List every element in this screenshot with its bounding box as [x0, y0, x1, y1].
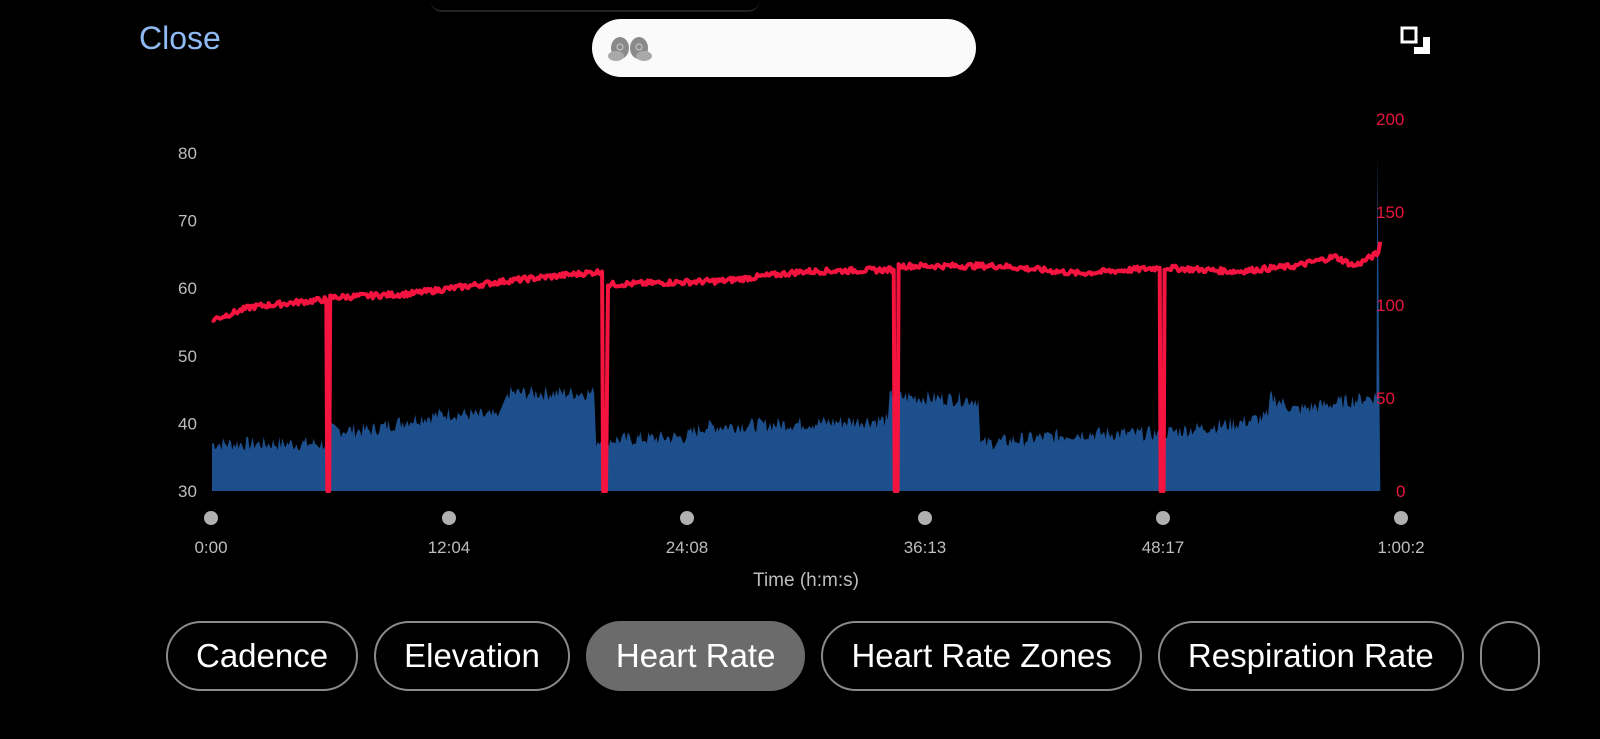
x-axis-tick: 48:17	[1142, 538, 1185, 557]
x-axis-scrub-dot	[204, 511, 218, 525]
heart-rate-chart: 30 40 50 60 70 80 0 50 100 150 200 0:00 12:04 24:08 36…	[178, 110, 1425, 591]
x-axis-label: Time (h:m:s)	[753, 570, 859, 591]
x-axis-tick: 36:13	[904, 538, 947, 557]
x-axis-scrub-dot	[680, 511, 694, 525]
left-axis-tick: 40	[178, 414, 197, 433]
left-axis-tick: 70	[178, 212, 197, 231]
tab-cadence[interactable]: Cadence	[166, 621, 359, 691]
close-button[interactable]: Close	[139, 20, 221, 56]
right-axis-tick: 150	[1376, 203, 1404, 222]
right-axis-tick: 50	[1376, 389, 1395, 408]
left-axis-tick: 80	[178, 144, 197, 163]
metric-tabs: Cadence Elevation Heart Rate Heart Rate Zon…	[166, 621, 1540, 691]
right-axis-tick: 0	[1396, 482, 1405, 501]
tab-more[interactable]	[1479, 621, 1540, 691]
left-axis-tick: 50	[178, 347, 197, 366]
tab-respiration-rate[interactable]: Respiration Rate	[1157, 621, 1464, 691]
x-axis-tick: 0:00	[194, 538, 227, 557]
x-axis-tick: 24:08	[666, 538, 709, 557]
cadence-area	[212, 153, 1381, 491]
expand-icon[interactable]	[1399, 25, 1431, 55]
right-axis-tick: 100	[1376, 296, 1404, 315]
heart-rate-line	[211, 241, 1383, 493]
left-axis-tick: 60	[178, 279, 197, 298]
right-axis-tick: 200	[1376, 110, 1404, 129]
x-axis-scrub-dot	[1394, 511, 1408, 525]
x-axis-scrub-dot	[1156, 511, 1170, 525]
x-axis-tick: 1:00:2	[1377, 538, 1424, 557]
x-axis-tick: 12:04	[428, 538, 471, 557]
left-axis-tick: 30	[178, 482, 197, 501]
tab-heart-rate[interactable]: Heart Rate	[585, 621, 806, 691]
device-notch	[430, 0, 760, 12]
tab-elevation[interactable]: Elevation	[374, 621, 570, 691]
device-selector-pill[interactable]	[592, 19, 976, 77]
x-axis-scrub-dot	[442, 511, 456, 525]
tab-heart-rate-zones[interactable]: Heart Rate Zones	[821, 621, 1142, 691]
x-axis-scrub-dot	[918, 511, 932, 525]
earbuds-icon	[608, 37, 652, 61]
